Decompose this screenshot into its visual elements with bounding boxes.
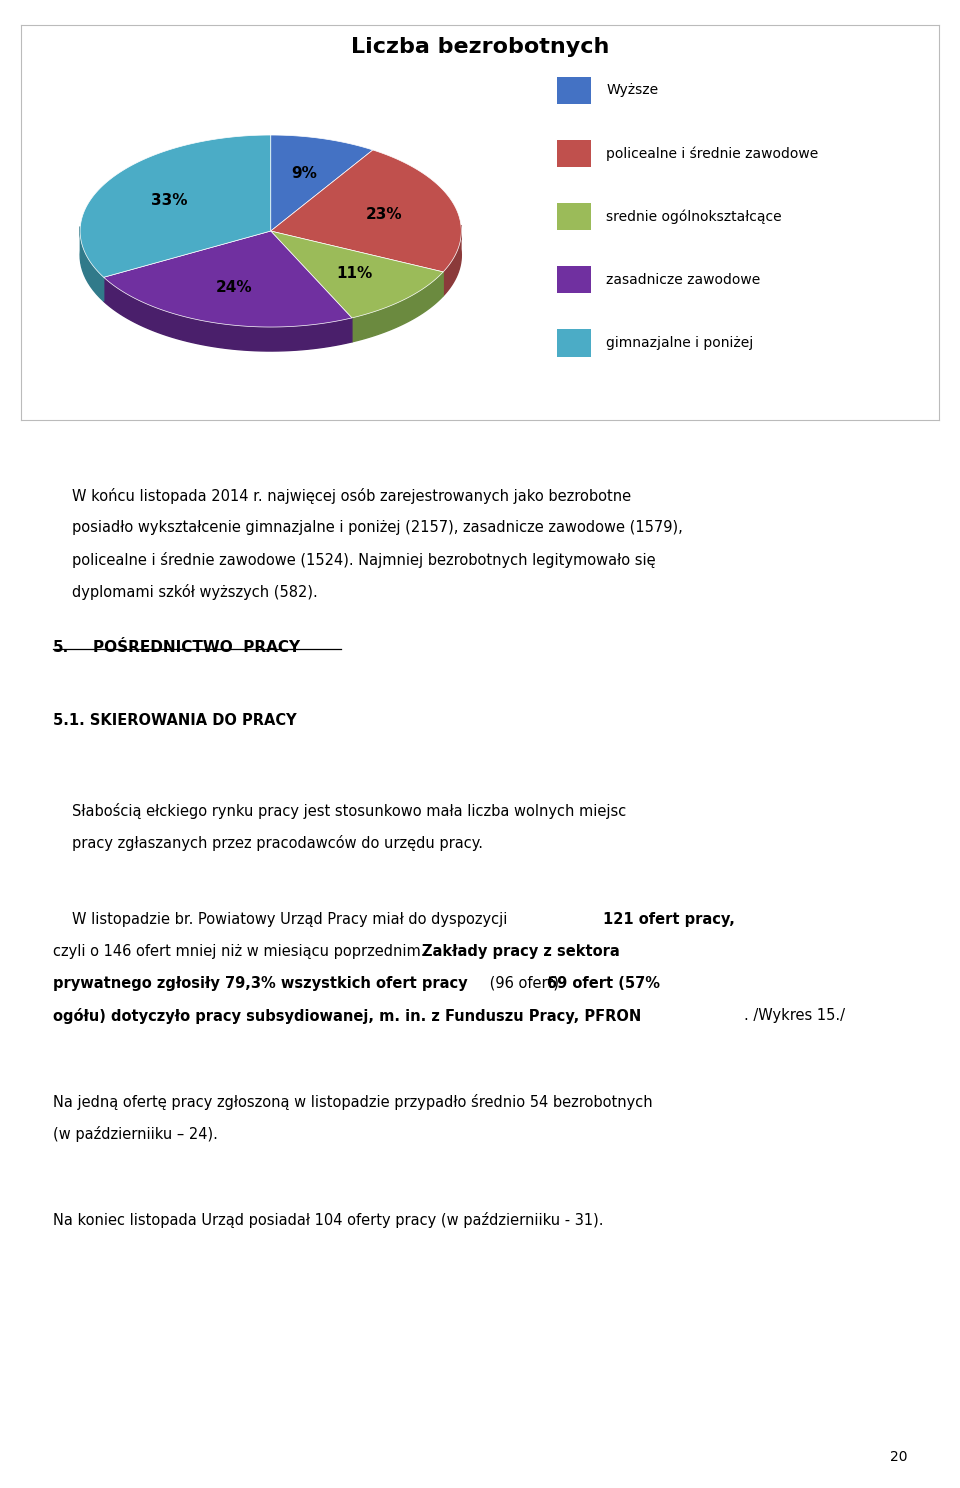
Text: posiadło wykształcenie gimnazjalne i poniżej (2157), zasadnicze zawodowe (1579),: posiadło wykształcenie gimnazjalne i pon… [72, 519, 683, 536]
Polygon shape [271, 231, 444, 318]
Text: 20: 20 [890, 1451, 907, 1464]
Polygon shape [104, 277, 352, 351]
Polygon shape [80, 226, 104, 301]
Text: 69 ofert (57%: 69 ofert (57% [547, 976, 660, 991]
Text: Słabością ełckiego rynku pracy jest stosunkowo mała liczba wolnych miejsc: Słabością ełckiego rynku pracy jest stos… [72, 802, 626, 818]
Text: dyplomami szkół wyższych (582).: dyplomami szkół wyższych (582). [72, 583, 318, 600]
Text: Na jedną ofertę pracy zgłoszoną w listopadzie przypadło średnio 54 bezrobotnych: Na jedną ofertę pracy zgłoszoną w listop… [53, 1094, 653, 1110]
Text: policealne i średnie zawodowe: policealne i średnie zawodowe [606, 146, 818, 161]
Polygon shape [352, 272, 444, 342]
Polygon shape [80, 135, 271, 277]
Text: ogółu) dotyczyło pracy subsydiowanej, m. in. z Funduszu Pracy, PFRON: ogółu) dotyczyło pracy subsydiowanej, m.… [53, 1007, 641, 1024]
Text: 5.: 5. [53, 640, 69, 655]
Text: 121 ofert pracy,: 121 ofert pracy, [603, 912, 734, 927]
Text: gimnazjalne i poniżej: gimnazjalne i poniżej [606, 336, 754, 350]
Text: policealne i średnie zawodowe (1524). Najmniej bezrobotnych legitymowało się: policealne i średnie zawodowe (1524). Na… [72, 552, 656, 568]
FancyBboxPatch shape [557, 329, 591, 357]
Polygon shape [444, 225, 462, 296]
Text: W końcu listopada 2014 r. najwięcej osób zarejestrowanych jako bezrobotne: W końcu listopada 2014 r. najwięcej osób… [72, 488, 631, 504]
Text: 9%: 9% [291, 167, 317, 182]
Text: Wyższe: Wyższe [606, 83, 659, 97]
Polygon shape [271, 150, 462, 272]
FancyBboxPatch shape [557, 76, 591, 104]
Text: 11%: 11% [336, 266, 372, 281]
Text: pracy zgłaszanych przez pracodawców do urzędu pracy.: pracy zgłaszanych przez pracodawców do u… [72, 835, 483, 851]
Text: srednie ogólnokształcące: srednie ogólnokształcące [606, 210, 781, 223]
Text: zasadnicze zawodowe: zasadnicze zawodowe [606, 272, 760, 287]
Text: prywatnego zgłosiły 79,3% wszystkich ofert pracy: prywatnego zgłosiły 79,3% wszystkich ofe… [53, 976, 468, 991]
Text: 5.1. SKIEROWANIA DO PRACY: 5.1. SKIEROWANIA DO PRACY [53, 713, 297, 728]
Text: . /Wykres 15./: . /Wykres 15./ [744, 1007, 845, 1022]
FancyBboxPatch shape [557, 202, 591, 231]
Text: 23%: 23% [366, 207, 402, 222]
Text: W listopadzie br. Powiatowy Urząd Pracy miał do dyspozycji: W listopadzie br. Powiatowy Urząd Pracy … [72, 912, 512, 927]
Text: POŚREDNICTWO  PRACY: POŚREDNICTWO PRACY [93, 640, 300, 655]
Text: Zakłady pracy z sektora: Zakłady pracy z sektora [422, 943, 620, 958]
FancyBboxPatch shape [557, 140, 591, 167]
Text: Liczba bezrobotnych: Liczba bezrobotnych [350, 37, 610, 57]
Text: 33%: 33% [151, 193, 187, 208]
Polygon shape [104, 231, 352, 327]
Text: (w październiiku – 24).: (w październiiku – 24). [53, 1126, 218, 1141]
Polygon shape [271, 135, 372, 231]
Text: czyli o 146 ofert mniej niż w miesiącu poprzednim.: czyli o 146 ofert mniej niż w miesiącu p… [53, 943, 430, 958]
Text: 24%: 24% [216, 280, 252, 295]
Text: (96 ofert).: (96 ofert). [485, 976, 568, 991]
Text: Na koniec listopada Urząd posiadał 104 oferty pracy (w październiiku - 31).: Na koniec listopada Urząd posiadał 104 o… [53, 1213, 603, 1228]
FancyBboxPatch shape [557, 266, 591, 293]
